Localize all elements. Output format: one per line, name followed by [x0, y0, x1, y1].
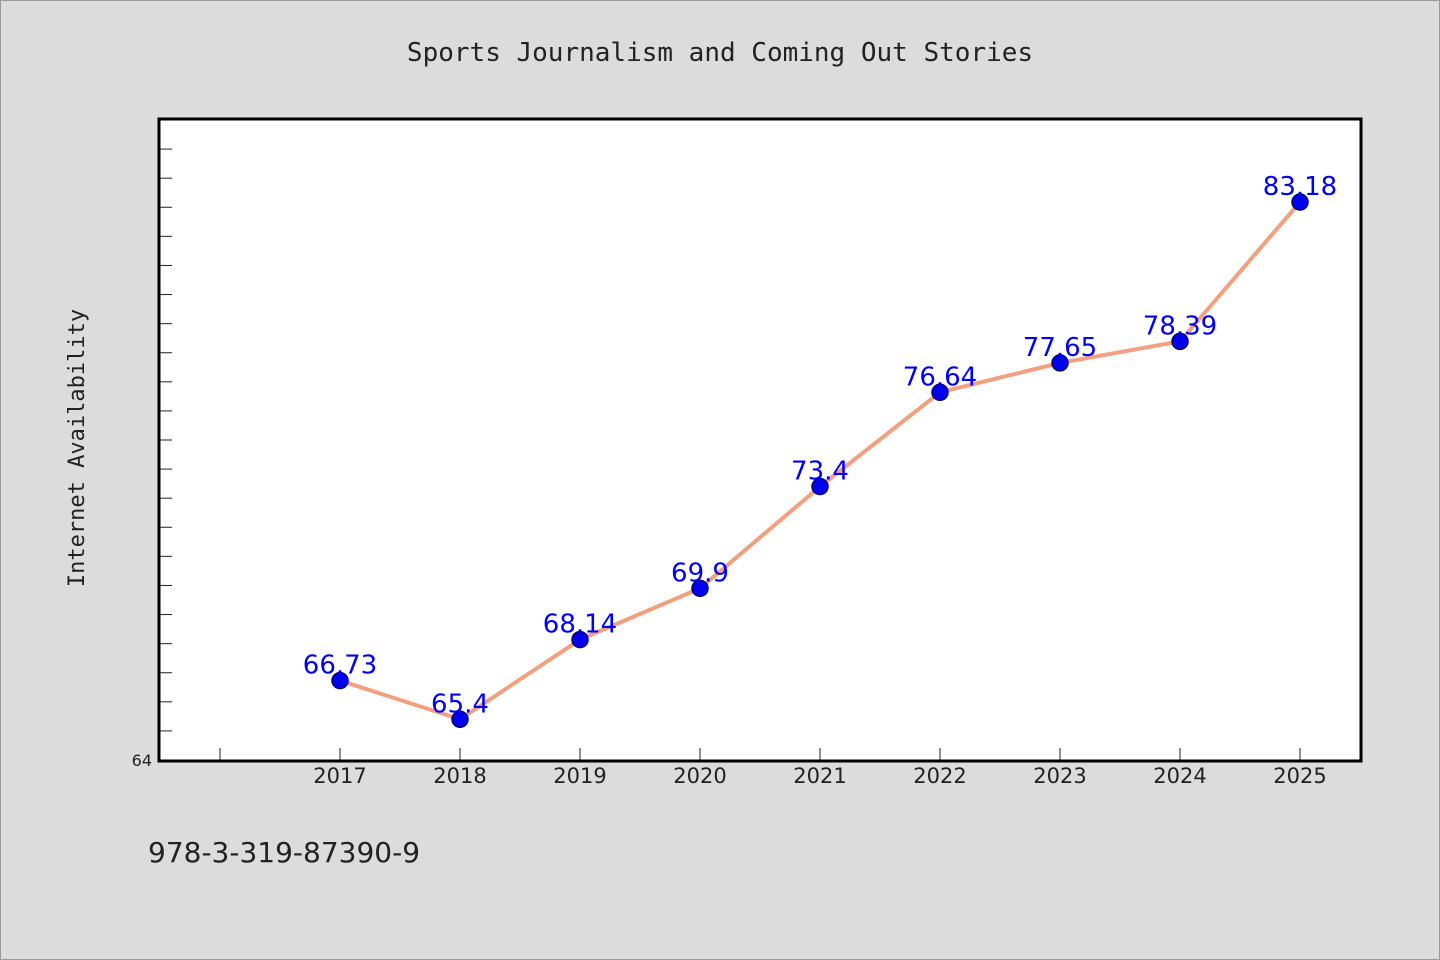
data-point: [1051, 354, 1069, 372]
data-label: 68.14: [543, 610, 617, 640]
data-label: 66.73: [303, 651, 377, 681]
data-label: 76.64: [903, 362, 977, 392]
data-point: [1171, 332, 1189, 351]
isbn-text: 978-3-319-87390-9: [148, 836, 420, 869]
data-label: 77.65: [1023, 333, 1097, 363]
chart-title: Sports Journalism and Coming Out Stories: [407, 38, 1033, 68]
y-axis-ticks: [160, 148, 172, 732]
data-point: [451, 710, 469, 729]
x-tick-label: 2021: [793, 764, 846, 788]
data-points: [331, 193, 1309, 729]
x-tick-label: 2019: [553, 764, 606, 788]
x-tick-label: 2018: [433, 764, 486, 788]
data-label: 78.39: [1143, 311, 1217, 341]
data-label: 69.9: [671, 558, 729, 588]
x-tick-label: 2023: [1033, 764, 1086, 788]
plot-area: [157, 117, 1363, 763]
data-label: 65.4: [431, 689, 489, 719]
data-point: [1291, 193, 1309, 211]
x-tick-label: 2025: [1273, 764, 1326, 788]
data-labels: 66.73 65.4 68.14 69.9 73.4 76.64 77.65 78.39 83.…: [303, 172, 1337, 719]
data-point: [931, 383, 949, 402]
data-point: [571, 630, 589, 649]
x-tick-label: 2020: [673, 764, 726, 788]
data-point: [691, 579, 709, 598]
data-label: 83.18: [1263, 172, 1337, 202]
data-point: [811, 477, 829, 496]
x-axis-ticks: 2017 2018 2019 2020 2021 2022 2023 2024 2025: [219, 748, 1327, 788]
y-tick-label-min: 64: [132, 751, 152, 770]
x-tick-label: 2022: [913, 764, 966, 788]
x-tick-label: 2024: [1153, 764, 1206, 788]
x-tick-label: 2017: [313, 764, 366, 788]
data-point: [331, 671, 349, 690]
data-label: 73.4: [791, 457, 849, 487]
y-axis-label: Internet Availability: [65, 309, 90, 587]
